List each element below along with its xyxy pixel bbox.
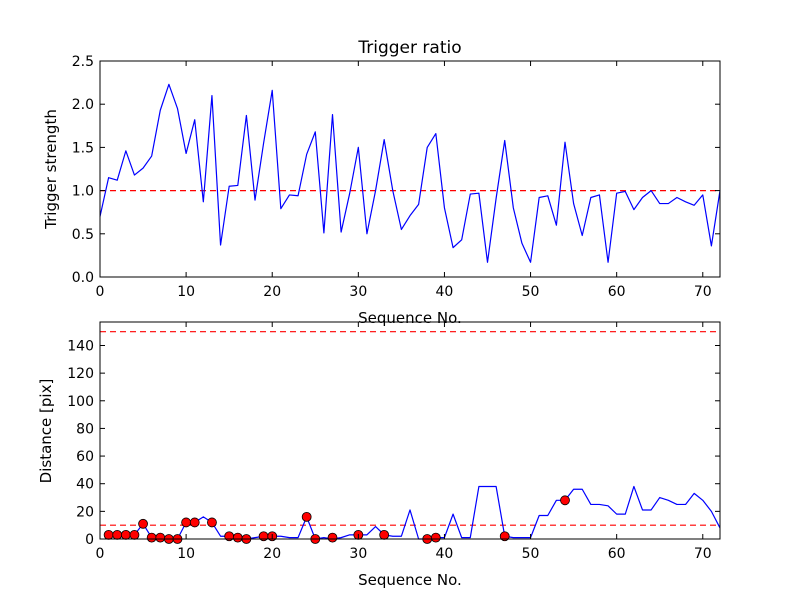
data-point bbox=[430, 532, 441, 543]
x-tick-label: 50 bbox=[522, 546, 540, 562]
data-point bbox=[103, 529, 114, 540]
y-tick-label: 120 bbox=[67, 366, 94, 382]
x-tick-label: 0 bbox=[96, 546, 105, 562]
data-point bbox=[379, 529, 390, 540]
plot-frame bbox=[99, 60, 721, 278]
y-axis-label: Distance [pix] bbox=[37, 379, 55, 484]
x-tick-label: 30 bbox=[349, 546, 367, 562]
data-point bbox=[181, 517, 192, 528]
series-line-0 bbox=[99, 83, 721, 263]
plot-frame bbox=[99, 321, 721, 540]
x-axis-label: Sequence No. bbox=[358, 309, 462, 327]
data-point bbox=[112, 529, 123, 540]
data-point bbox=[189, 517, 200, 528]
y-tick-label: 100 bbox=[67, 394, 94, 410]
data-point bbox=[301, 511, 312, 522]
x-tick-label: 20 bbox=[263, 284, 281, 300]
y-tick-label: 0.0 bbox=[72, 270, 94, 286]
x-tick-label: 60 bbox=[608, 284, 626, 300]
data-point bbox=[560, 495, 570, 506]
chart-title: Trigger ratio bbox=[357, 38, 461, 58]
data-point bbox=[499, 531, 510, 542]
y-tick-label: 1.0 bbox=[72, 184, 94, 200]
y-tick-label: 2.0 bbox=[72, 97, 94, 113]
x-tick-label: 20 bbox=[263, 546, 281, 562]
data-point bbox=[207, 517, 217, 528]
x-tick-label: 70 bbox=[694, 284, 712, 300]
data-point bbox=[138, 518, 148, 529]
y-tick-label: 20 bbox=[76, 504, 94, 520]
y-tick-label: 60 bbox=[76, 449, 94, 465]
distance-chart: Sequence No. Distance [pix] 0 10 20 30 40 50 6… bbox=[37, 321, 721, 589]
x-tick-label: 30 bbox=[349, 284, 367, 300]
data-point bbox=[146, 532, 157, 543]
trigger-ratio-chart: Trigger ratio Sequence No. Trigger stren… bbox=[42, 38, 721, 327]
y-tick-label: 80 bbox=[76, 421, 94, 437]
x-tick-label: 0 bbox=[96, 284, 105, 300]
y-tick-label: 0 bbox=[85, 532, 94, 548]
x-tick-label: 50 bbox=[522, 284, 540, 300]
x-tick-label: 10 bbox=[177, 546, 195, 562]
x-tick-label: 40 bbox=[436, 284, 454, 300]
y-tick-label: 1.5 bbox=[72, 140, 94, 156]
data-point bbox=[155, 532, 166, 543]
data-point bbox=[120, 529, 131, 540]
x-tick-label: 70 bbox=[694, 546, 712, 562]
y-tick-label: 140 bbox=[67, 338, 94, 354]
y-axis-label: Trigger strength bbox=[42, 109, 60, 230]
data-point bbox=[232, 532, 243, 543]
x-tick-label: 60 bbox=[608, 546, 626, 562]
data-point bbox=[327, 532, 338, 543]
y-tick-label: 2.5 bbox=[72, 54, 94, 70]
x-axis-label: Sequence No. bbox=[358, 571, 462, 589]
y-tick-label: 40 bbox=[76, 477, 94, 493]
y-tick-label: 0.5 bbox=[72, 227, 94, 243]
x-tick-label: 10 bbox=[177, 284, 195, 300]
data-point bbox=[129, 529, 140, 540]
x-tick-label: 40 bbox=[436, 546, 454, 562]
